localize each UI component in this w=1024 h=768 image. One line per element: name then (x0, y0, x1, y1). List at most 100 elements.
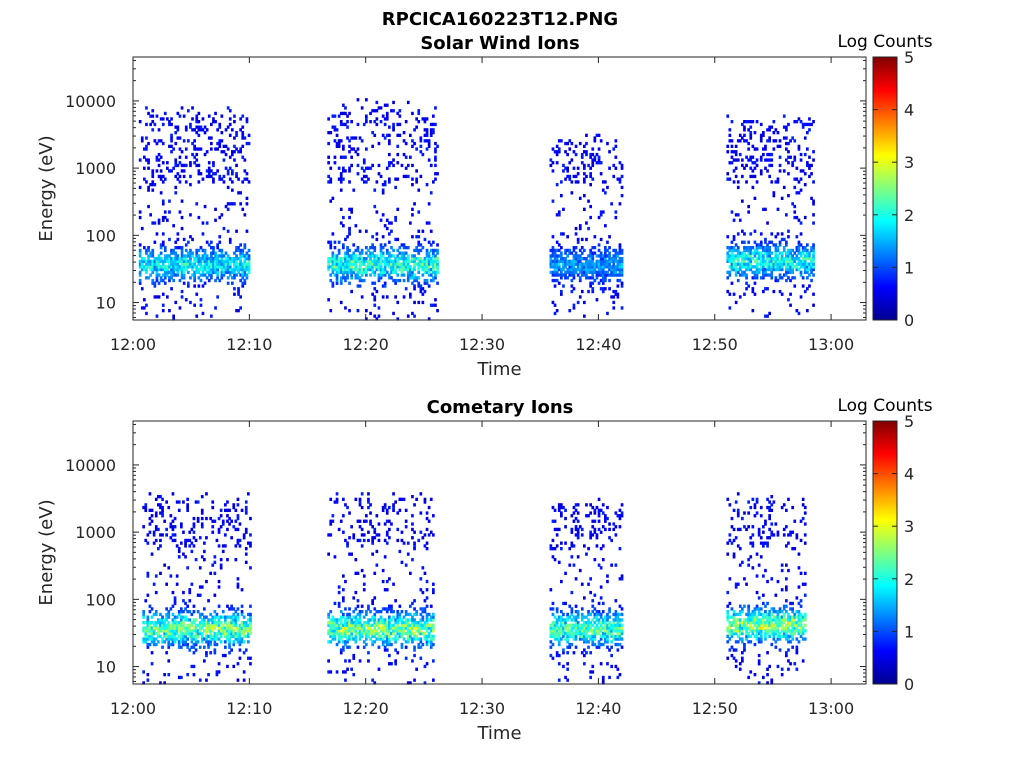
spectrogram-cell (766, 254, 769, 258)
spectrogram-cell (358, 525, 362, 529)
spectrogram-cell (201, 254, 205, 258)
spectrogram-cell (388, 161, 391, 165)
spectrogram-cell (726, 257, 730, 261)
spectrogram-cell (352, 653, 356, 658)
spectrogram-cell (782, 273, 786, 277)
spectrogram-cell (759, 257, 763, 261)
spectrogram-cell (568, 267, 572, 272)
spectrogram-cell (342, 147, 345, 151)
spectrogram-cell (217, 670, 221, 674)
spectrogram-cell (417, 626, 421, 630)
spectrogram-cell (557, 267, 561, 272)
spectrogram-cell (249, 516, 252, 521)
spectrogram-cell (216, 267, 219, 272)
spectrogram-cell (189, 213, 192, 217)
spectrogram-cell (203, 629, 206, 633)
spectrogram-cell (161, 180, 165, 184)
spectrogram-cell (236, 541, 240, 545)
spectrogram-cell (178, 155, 182, 159)
spectrogram-cell (396, 615, 400, 619)
spectrogram-cell (241, 136, 245, 140)
spectrogram-cell (803, 267, 807, 272)
spectrogram-cell (367, 623, 370, 627)
spectrogram-cell (566, 276, 569, 280)
spectrogram-cell (766, 139, 769, 143)
spectrogram-cell (795, 262, 799, 266)
spectrogram-cell (803, 172, 807, 176)
spectrogram-cell (557, 273, 561, 277)
spectrogram-cell (398, 262, 402, 266)
spectrogram-cell (190, 629, 194, 633)
spectrogram-cell (585, 623, 588, 627)
spectrogram-cell (591, 640, 595, 644)
spectrogram-cell (608, 527, 611, 532)
spectrogram-cell (161, 240, 165, 244)
spectrogram-cell (574, 254, 578, 258)
spectrogram-cell (616, 626, 620, 630)
spectrogram-cell (557, 281, 561, 285)
spectrogram-cell (436, 259, 439, 263)
spectrogram-cell (768, 246, 771, 250)
spectrogram-cell (348, 232, 351, 236)
spectrogram-cell (749, 232, 753, 236)
spectrogram-cell (774, 276, 778, 280)
spectrogram-cell (604, 278, 607, 283)
spectrogram-cell (398, 631, 402, 636)
spectrogram-cell (555, 144, 559, 148)
spectrogram-cell (335, 492, 339, 496)
spectrogram-cell (618, 251, 622, 255)
spectrogram-cell (148, 623, 152, 627)
spectrogram-cell (236, 582, 240, 586)
spectrogram-cell (564, 508, 567, 512)
spectrogram-cell (553, 248, 557, 253)
spectrogram-cell (153, 257, 157, 261)
spectrogram-cell (747, 251, 750, 255)
spectrogram-cell (161, 508, 164, 512)
spectrogram-cell (369, 623, 372, 627)
spectrogram-cell (599, 265, 603, 269)
spectrogram-cell (194, 626, 198, 630)
spectrogram-cell (358, 621, 362, 625)
spectrogram-cell (169, 607, 173, 611)
spectrogram-cell (747, 267, 750, 272)
spectrogram-cell (785, 128, 788, 132)
spectrogram-cell (764, 314, 767, 318)
spectrogram-cell (335, 642, 339, 647)
spectrogram-cell (245, 120, 249, 124)
spectrogram-cell (730, 629, 734, 633)
spectrogram-cell (226, 626, 229, 630)
spectrogram-cell (402, 174, 406, 179)
spectrogram-cell (762, 152, 765, 157)
spectrogram-cell (231, 180, 234, 184)
spectrogram-cell (614, 248, 618, 253)
spectrogram-cell (337, 139, 341, 143)
spectrogram-cell (734, 300, 738, 305)
spectrogram-cell (770, 273, 774, 277)
spectrogram-cell (331, 257, 335, 261)
spectrogram-cell (350, 626, 353, 630)
spectrogram-cell (589, 281, 592, 285)
spectrogram-cell (339, 281, 343, 285)
spectrogram-cell (346, 235, 349, 239)
spectrogram-cell (350, 623, 353, 627)
spectrogram-cell (200, 508, 204, 512)
spectrogram-cell (339, 618, 343, 622)
spectrogram-cell (398, 615, 402, 619)
spectrogram-cell (419, 612, 423, 617)
spectrogram-cell (221, 615, 225, 619)
spectrogram-cell (356, 163, 360, 168)
spectrogram-cell (572, 259, 576, 263)
spectrogram-cell (377, 634, 381, 638)
spectrogram-cell (390, 265, 393, 269)
spectrogram-cell (342, 626, 345, 630)
spectrogram-cell (236, 497, 240, 501)
spectrogram-cell (209, 651, 212, 655)
y-tick-label: 10 (96, 294, 116, 313)
spectrogram-cell (423, 500, 427, 504)
spectrogram-cell (606, 623, 609, 627)
spectrogram-cell (177, 629, 181, 633)
spectrogram-cell (214, 254, 217, 258)
spectrogram-cell (236, 637, 240, 641)
spectrogram-cell (173, 596, 177, 600)
spectrogram-cell (772, 131, 776, 135)
